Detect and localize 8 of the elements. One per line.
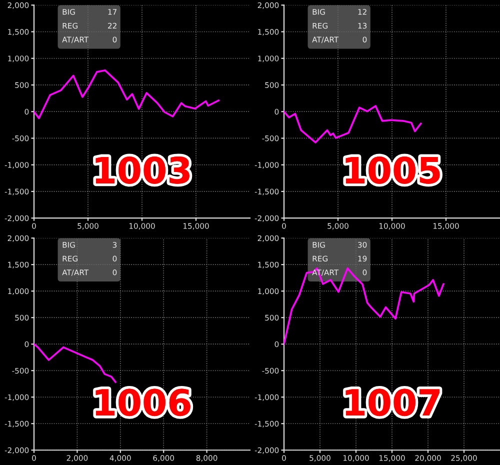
line-series [34, 69, 220, 120]
annotation: 1006 [96, 388, 190, 416]
annotation: 1005 [346, 156, 440, 184]
annotation: 1007 [346, 388, 440, 416]
line-series [34, 343, 116, 383]
line-series [284, 267, 444, 346]
annotation: 1003 [96, 156, 190, 184]
line-series [284, 105, 422, 144]
